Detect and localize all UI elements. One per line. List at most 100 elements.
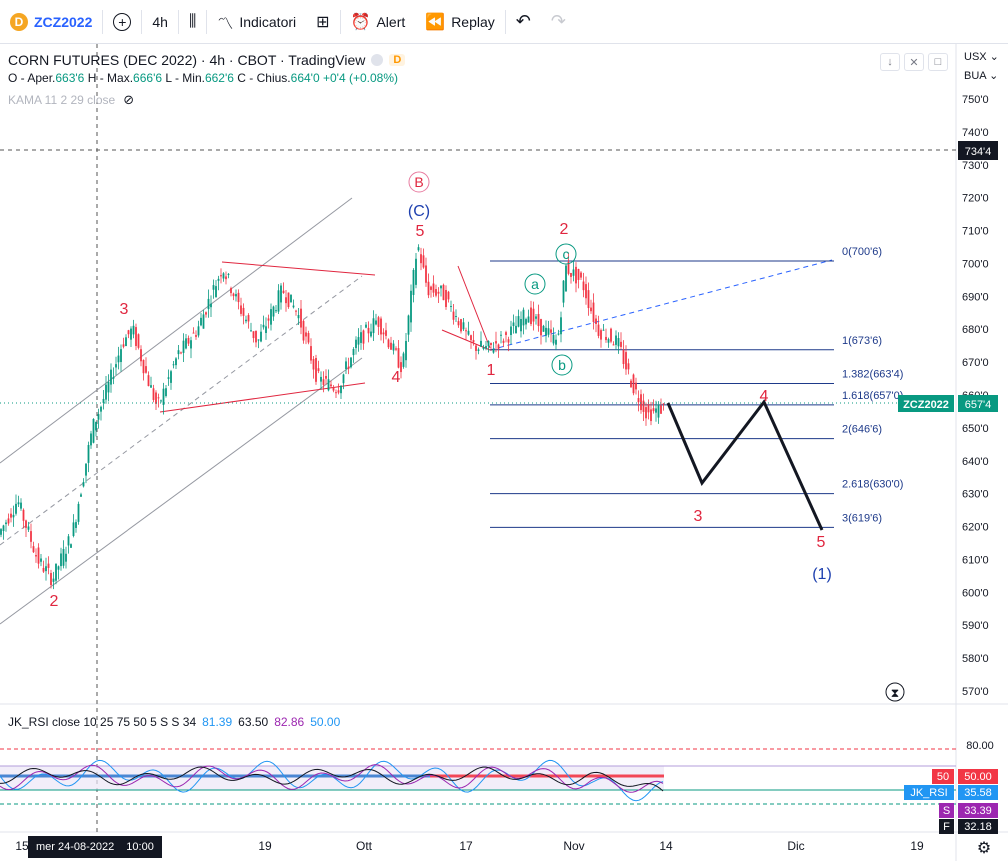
candle-body: [605, 336, 607, 341]
candle-body: [520, 318, 522, 332]
wave-label-1-degree: (1): [812, 566, 832, 583]
redo-button[interactable]: ↷: [541, 0, 576, 44]
symbol-search[interactable]: D ZCZ2022: [0, 0, 102, 44]
alert-button[interactable]: ⏰ Alert: [341, 0, 416, 44]
candle-body: [2, 525, 5, 532]
chart-canvas[interactable]: 0(700'6) 1(673'6) 1.382(663'4) 1.618(657'0)…: [0, 44, 1008, 861]
candle-body: [352, 349, 355, 356]
time-axis[interactable]: 15 19 Ott 17 Nov 14 Dic 19: [15, 839, 924, 853]
indicators-button[interactable]: 〽 Indicatori: [207, 0, 306, 44]
undo-button[interactable]: ↶: [506, 0, 541, 44]
candle-body: [72, 522, 75, 536]
candle-body: [55, 563, 57, 581]
candle-body: [17, 502, 20, 505]
candle-body: [305, 332, 307, 337]
candle-body: [27, 526, 30, 530]
fib-extension[interactable]: 0(700'6) 1(673'6) 1.382(663'4) 1.618(657'0)…: [490, 246, 903, 528]
candle-body: [612, 344, 615, 346]
price-tick: 750'0: [962, 94, 989, 106]
candle-body: [322, 379, 325, 385]
candle-body: [505, 332, 507, 336]
time-tick: 19: [258, 839, 272, 853]
wedge-line-a[interactable]: [457, 265, 491, 349]
gear-icon[interactable]: ⚙: [977, 840, 991, 857]
candle-body: [655, 408, 657, 413]
candle-body: [155, 392, 157, 404]
kama-indicator[interactable]: KAMA 11 2 29 close ⊘: [8, 92, 405, 108]
exchange-selector[interactable]: BUA ⌄: [964, 70, 999, 82]
crosshair-date-tag: mer 24-08-2022 10:00: [28, 836, 162, 858]
candle-body: [562, 280, 565, 303]
collapse-icon[interactable]: ✕: [904, 53, 924, 71]
replay-label: Replay: [451, 13, 495, 30]
interval-button[interactable]: 4h: [152, 13, 168, 30]
candle-body: [590, 307, 592, 312]
candle-body: [35, 555, 37, 557]
candle-body: [175, 358, 177, 366]
divider: [504, 9, 506, 34]
high-label: H - Max.: [87, 71, 134, 85]
candle-body: [492, 348, 495, 353]
candle-body: [375, 320, 377, 325]
triangle-upper-line[interactable]: [221, 261, 376, 276]
currency-selector[interactable]: USX ⌄: [964, 51, 999, 63]
layout-button[interactable]: ⊞: [306, 0, 339, 44]
eye-hidden-icon[interactable]: ⊘: [123, 92, 135, 107]
candle-body: [602, 329, 605, 331]
candle-body: [535, 316, 537, 319]
candle-body: [482, 347, 485, 349]
candle-body: [280, 285, 282, 303]
candle-body: [125, 337, 127, 346]
replay-button[interactable]: ⏪ Replay: [415, 0, 505, 44]
channel-mid-line[interactable]: [0, 275, 363, 546]
candle-body: [360, 332, 362, 343]
maximize-icon[interactable]: □: [928, 53, 948, 71]
candle-body: [215, 286, 217, 298]
candle-body: [222, 273, 225, 279]
hourglass-icon[interactable]: ⧗: [885, 682, 905, 702]
delayed-badge[interactable]: D: [389, 54, 406, 66]
rsi-value-2: 63.50: [238, 715, 269, 729]
price-tick: 620'0: [962, 522, 989, 534]
candle-body: [210, 303, 212, 308]
time-tick: 17: [459, 839, 473, 853]
compare-button[interactable]: +: [103, 0, 141, 44]
candle-body: [457, 321, 460, 326]
candle-body: [455, 316, 457, 318]
candle-body: [347, 366, 350, 369]
candle-body: [197, 326, 200, 336]
high-value: 666'6: [133, 71, 163, 85]
projection-path[interactable]: [666, 399, 824, 531]
candle-body: [5, 522, 7, 525]
candle-body: [540, 319, 542, 336]
candle-body: [485, 346, 487, 349]
triangle-lower-line[interactable]: [159, 382, 366, 413]
candle-body: [187, 337, 190, 344]
candle-body: [402, 353, 405, 367]
candle-body: [392, 343, 395, 351]
undo-icon: ↶: [515, 11, 531, 31]
chart-type-button[interactable]: ⫼: [179, 0, 206, 44]
last-price-tag: [958, 395, 998, 412]
candle-body: [632, 374, 635, 394]
arrow-down-icon[interactable]: ↓: [880, 53, 900, 71]
candle-body: [132, 325, 135, 335]
low-value: 662'6: [204, 71, 234, 85]
status-dot-icon: [371, 54, 384, 66]
candle-body: [137, 334, 140, 348]
candle-body: [145, 366, 147, 373]
rsi-tag-name: F: [943, 821, 950, 833]
trend-line-dashed[interactable]: [489, 259, 833, 351]
candle-body: [292, 305, 295, 308]
redo-icon: ↷: [550, 11, 566, 31]
price-tick: 700'0: [962, 258, 989, 270]
channel-lower-line[interactable]: [0, 357, 363, 625]
symbol-price-tag: [898, 395, 954, 412]
candle-body: [532, 308, 535, 322]
candle-body: [557, 333, 560, 335]
candle-body: [232, 293, 235, 297]
candle-body: [637, 398, 640, 403]
candle-body: [582, 281, 585, 291]
candle-body: [510, 326, 512, 336]
channel-upper-line[interactable]: [0, 197, 353, 464]
